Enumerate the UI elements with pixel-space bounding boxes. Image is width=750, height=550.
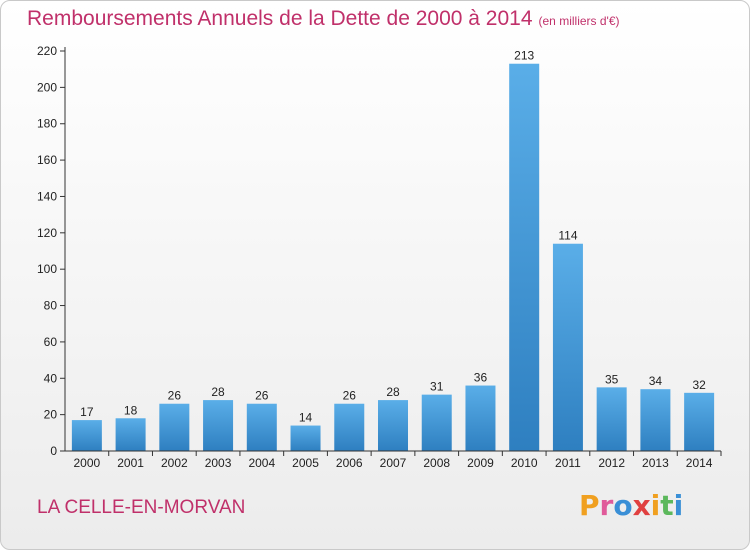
bar: [203, 400, 234, 451]
bar: [421, 394, 452, 451]
x-tick-label: 2011: [555, 456, 581, 470]
x-tick-label: 2001: [117, 456, 144, 470]
commune-name: LA CELLE-EN-MORVAN: [37, 497, 246, 518]
x-tick-label: 2008: [423, 456, 450, 470]
bar: [334, 403, 365, 451]
logo-letter: t: [660, 489, 674, 522]
y-tick-label: 40: [44, 371, 58, 385]
x-tick-label: 2012: [598, 456, 625, 470]
bar-value-label: 31: [430, 380, 444, 394]
bar: [71, 420, 102, 451]
bar-value-label: 14: [299, 411, 313, 425]
bar-value-label: 26: [255, 389, 269, 403]
logo-letter: x: [632, 489, 651, 522]
y-tick-label: 0: [50, 444, 57, 458]
bar-value-label: 213: [514, 49, 534, 63]
y-tick-label: 60: [44, 335, 58, 349]
bar-value-label: 28: [386, 385, 400, 399]
bar: [159, 403, 190, 451]
bar-value-label: 17: [80, 405, 94, 419]
x-tick-label: 2002: [161, 456, 188, 470]
bar-value-label: 32: [692, 378, 706, 392]
y-tick-label: 200: [37, 80, 57, 94]
x-tick-label: 2006: [336, 456, 363, 470]
y-tick-label: 160: [37, 153, 57, 167]
bar-value-label: 35: [605, 372, 619, 386]
x-tick-label: 2013: [642, 456, 669, 470]
bar: [115, 418, 146, 451]
x-tick-label: 2003: [205, 456, 232, 470]
y-tick-label: 220: [37, 44, 57, 58]
bar-value-label: 26: [168, 389, 182, 403]
x-axis: 2000 2001 2002 2003 2004 2005 2006 2007 2008 2009…: [65, 450, 722, 470]
x-tick-label: 2005: [292, 456, 319, 470]
y-axis: 0 20 40 60 80 100 120 140 160 180 200 220: [37, 44, 66, 458]
y-tick-label: 100: [37, 262, 57, 276]
logo-letter: P: [579, 489, 600, 522]
bar: [509, 63, 540, 452]
bar-value-label: 114: [558, 229, 577, 243]
x-tick-label: 2004: [248, 456, 275, 470]
logo-letter: o: [613, 489, 633, 522]
bar: [552, 243, 583, 451]
logo-letter: r: [599, 489, 614, 522]
x-tick-label: 2009: [467, 456, 494, 470]
bar: [290, 425, 321, 451]
logo-letter: i: [650, 489, 661, 522]
y-tick-label: 20: [44, 408, 58, 422]
y-tick-label: 120: [37, 226, 57, 240]
x-tick-label: 2010: [511, 456, 538, 470]
bar: [465, 385, 496, 451]
x-tick-label: 2007: [380, 456, 407, 470]
y-tick-label: 180: [37, 117, 57, 131]
chart-title-main: Remboursements Annuels de la Dette de 20…: [27, 7, 533, 30]
proxiti-logo: Proxiti: [579, 489, 683, 522]
chart-title: Remboursements Annuels de la Dette de 20…: [27, 7, 620, 31]
bar: [246, 403, 277, 451]
x-tick-label: 2000: [74, 456, 101, 470]
bar: [596, 387, 627, 451]
bar: [684, 392, 715, 451]
bar-value-label: 36: [474, 371, 488, 385]
bar-value-label: 34: [649, 374, 663, 388]
y-tick-label: 140: [37, 189, 57, 203]
y-tick-label: 80: [44, 299, 58, 313]
bar: [640, 389, 671, 451]
bar: [378, 400, 408, 451]
bar-value-label: 26: [343, 389, 357, 403]
logo-letter: i: [673, 489, 684, 522]
chart-title-unit: (en milliers d'€): [538, 14, 620, 28]
bar-value-label: 18: [124, 403, 138, 417]
x-tick-label: 2014: [686, 456, 713, 470]
bars: 17 18 26 28 26 14 26 28 31 36 213 114 35 34 32: [71, 49, 715, 452]
bar-value-label: 28: [211, 385, 225, 399]
